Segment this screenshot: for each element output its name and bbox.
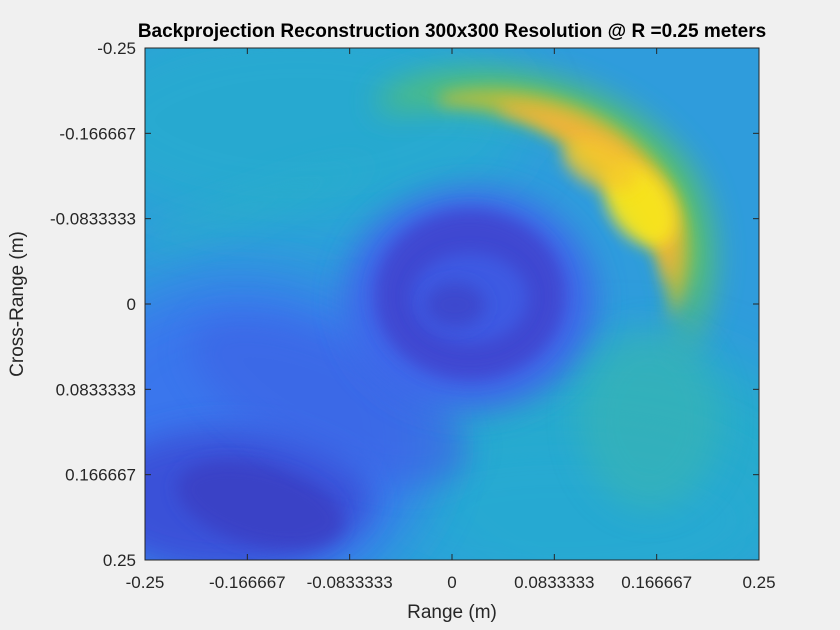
heatmap-region xyxy=(191,316,469,484)
heatmap-region xyxy=(440,89,690,320)
y-axis-label: Cross-Range (m) xyxy=(7,231,28,377)
y-tick-label: 0.166667 xyxy=(65,466,136,485)
x-tick-label: 0.0833333 xyxy=(514,573,594,592)
x-tick-label: 0.25 xyxy=(742,573,775,592)
heatmap-image xyxy=(145,48,759,560)
y-tick-label: -0.166667 xyxy=(59,124,136,143)
heatmap-region xyxy=(425,283,485,327)
x-axis: -0.25 -0.166667 -0.0833333 0 0.0833333 0.1666… xyxy=(126,48,776,592)
heatmap-region xyxy=(177,460,343,550)
y-tick-label: 0 xyxy=(127,295,136,314)
x-tick-label: -0.166667 xyxy=(209,573,286,592)
heatmap-region xyxy=(562,138,638,192)
y-axis: -0.25 -0.166667 -0.0833333 0 0.0833333 0.1666… xyxy=(50,39,759,570)
y-tick-label: -0.0833333 xyxy=(50,210,136,229)
x-tick-label: -0.25 xyxy=(126,573,165,592)
x-tick-label: -0.0833333 xyxy=(307,573,393,592)
heatmap-region xyxy=(150,160,380,260)
y-tick-label: -0.25 xyxy=(97,39,136,58)
x-axis-label: Range (m) xyxy=(407,602,497,623)
heatmap-region xyxy=(580,330,720,510)
chart-title: Backprojection Reconstruction 300x300 Re… xyxy=(138,21,766,42)
x-tick-label: 0 xyxy=(447,573,456,592)
y-tick-label: 0.25 xyxy=(103,551,136,570)
x-tick-label: 0.166667 xyxy=(621,573,692,592)
y-tick-label: 0.0833333 xyxy=(56,380,136,399)
